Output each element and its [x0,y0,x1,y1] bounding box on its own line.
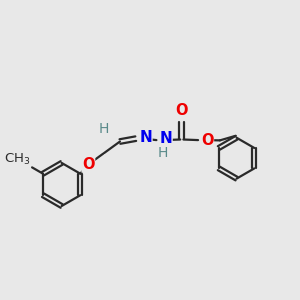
Text: O: O [176,103,188,118]
Text: CH$_3$: CH$_3$ [4,152,31,166]
Text: N: N [159,131,172,146]
Text: O: O [82,157,94,172]
Text: H: H [158,146,168,160]
Text: O: O [201,133,213,148]
Text: N: N [139,130,152,145]
Text: H: H [99,122,109,136]
